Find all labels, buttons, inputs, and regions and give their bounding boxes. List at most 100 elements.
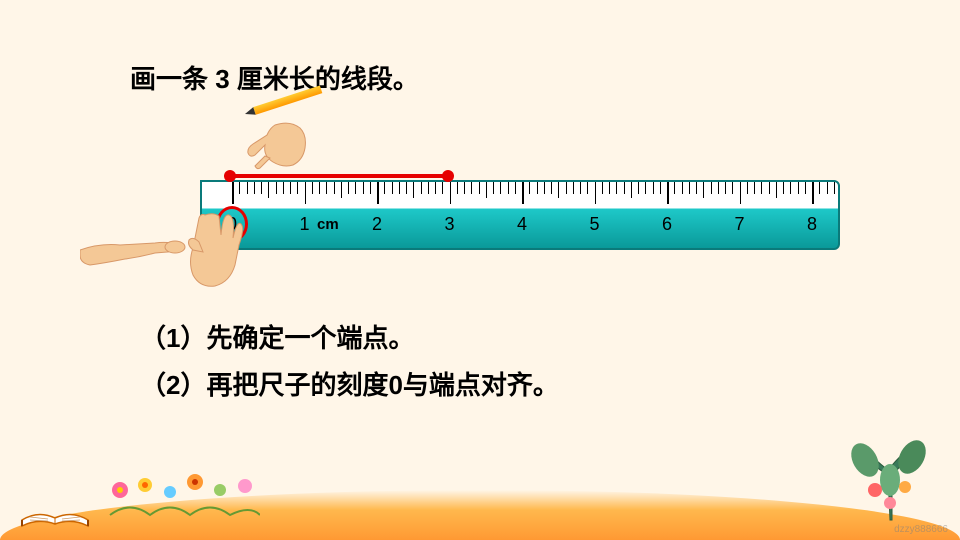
ruler-number: 1 — [299, 214, 309, 235]
ruler-tick-minor — [297, 182, 298, 194]
ruler-tick-major — [232, 182, 234, 204]
ruler-tick-minor — [703, 182, 704, 198]
ruler-tick-minor — [827, 182, 828, 194]
ruler-tick-minor — [653, 182, 654, 194]
book-icon — [20, 490, 90, 530]
ruler-tick-minor — [326, 182, 327, 194]
instruction-steps: （1）先确定一个端点。 （2）再把尺子的刻度0与端点对齐。 — [140, 315, 559, 409]
ruler-tick-major — [377, 182, 379, 204]
ruler-tick-minor — [696, 182, 697, 194]
ruler-diagram: 012345678 cm — [200, 180, 840, 250]
ruler-tick-minor — [790, 182, 791, 194]
ruler-tick-minor — [573, 182, 574, 194]
ruler-tick-minor — [783, 182, 784, 194]
ruler-tick-major — [522, 182, 524, 204]
hand-holding-pencil-illustration — [245, 120, 315, 170]
ruler-tick-minor — [239, 182, 240, 194]
pointing-hand-illustration — [80, 215, 190, 275]
line-endpoint-end — [442, 170, 454, 182]
ruler-tick-minor — [486, 182, 487, 198]
ruler-tick-minor — [261, 182, 262, 194]
ruler-tick-minor — [319, 182, 320, 194]
ruler-tick-minor — [399, 182, 400, 194]
ruler-tick-minor — [493, 182, 494, 194]
ruler-tick-minor — [769, 182, 770, 194]
step-1-text: （1）先确定一个端点。 — [140, 315, 559, 362]
ruler-tick-minor — [754, 182, 755, 194]
ruler-number: 5 — [589, 214, 599, 235]
ruler-tick-minor — [609, 182, 610, 194]
line-endpoint-start — [224, 170, 236, 182]
ruler-tick-minor — [566, 182, 567, 194]
ruler-tick-minor — [798, 182, 799, 194]
ruler-tick-minor — [508, 182, 509, 194]
ruler-tick-minor — [247, 182, 248, 194]
ruler-tick-minor — [283, 182, 284, 194]
hand-holding-ruler-illustration — [185, 210, 245, 290]
ruler-tick-minor — [479, 182, 480, 194]
ruler-tick-minor — [370, 182, 371, 194]
ruler-number: 8 — [807, 214, 817, 235]
ruler-tick-minor — [384, 182, 385, 194]
ruler-tick-minor — [776, 182, 777, 198]
flower-decoration-left — [100, 470, 260, 520]
ruler-tick-minor — [761, 182, 762, 194]
ruler-number: 4 — [517, 214, 527, 235]
ruler-tick-minor — [711, 182, 712, 194]
ruler-tick-minor — [290, 182, 291, 194]
ruler-tick-minor — [580, 182, 581, 194]
ruler-tick-minor — [551, 182, 552, 194]
ruler-tick-minor — [348, 182, 349, 194]
ruler-tick-minor — [341, 182, 342, 198]
ruler-tick-minor — [689, 182, 690, 194]
ruler-tick-minor — [747, 182, 748, 194]
ruler-tick-minor — [334, 182, 335, 194]
ruler-tick-minor — [435, 182, 436, 194]
ruler-tick-minor — [638, 182, 639, 194]
ruler-tick-minor — [660, 182, 661, 194]
ruler-tick-minor — [602, 182, 603, 194]
ruler-tick-minor — [276, 182, 277, 194]
ruler-number: 7 — [734, 214, 744, 235]
ruler-tick-minor — [471, 182, 472, 194]
ruler-tick-minor — [464, 182, 465, 194]
ruler-tick-minor — [616, 182, 617, 194]
ruler-tick-minor — [682, 182, 683, 194]
ruler-tick-minor — [558, 182, 559, 198]
ruler-tick-major — [740, 182, 742, 204]
ruler-tick-minor — [674, 182, 675, 194]
ruler-tick-minor — [392, 182, 393, 194]
ruler-tick-major — [305, 182, 307, 204]
ruler-unit-label: cm — [317, 216, 339, 233]
watermark-text: dzzy888666 — [894, 524, 948, 535]
ruler-tick-minor — [587, 182, 588, 194]
ruler-tick-major — [667, 182, 669, 204]
plant-decoration-right — [840, 435, 940, 525]
ruler-tick-minor — [544, 182, 545, 194]
ruler-tick-major — [450, 182, 452, 204]
ruler-tick-minor — [421, 182, 422, 194]
ruler-tick-minor — [718, 182, 719, 194]
ruler-number: 6 — [662, 214, 672, 235]
ruler-tick-minor — [725, 182, 726, 194]
ruler-tick-minor — [805, 182, 806, 194]
ruler-tick-minor — [624, 182, 625, 194]
ruler-tick-minor — [355, 182, 356, 194]
ruler-tick-minor — [529, 182, 530, 194]
step-2-text: （2）再把尺子的刻度0与端点对齐。 — [140, 362, 559, 409]
ruler-tick-minor — [413, 182, 414, 198]
ruler-tick-minor — [428, 182, 429, 194]
ruler-tick-minor — [732, 182, 733, 194]
ruler-tick-minor — [645, 182, 646, 194]
ruler-body: 012345678 — [200, 180, 840, 250]
ruler-tick-minor — [500, 182, 501, 194]
ruler-tick-minor — [363, 182, 364, 194]
ruler-number: 2 — [372, 214, 382, 235]
ruler-tick-minor — [442, 182, 443, 194]
ruler-tick-minor — [515, 182, 516, 194]
ruler-tick-major — [595, 182, 597, 204]
ruler-tick-minor — [834, 182, 835, 194]
ruler-tick-major — [812, 182, 814, 204]
page-title: 画一条 3 厘米长的线段。 — [130, 60, 530, 99]
ruler-number: 3 — [444, 214, 454, 235]
